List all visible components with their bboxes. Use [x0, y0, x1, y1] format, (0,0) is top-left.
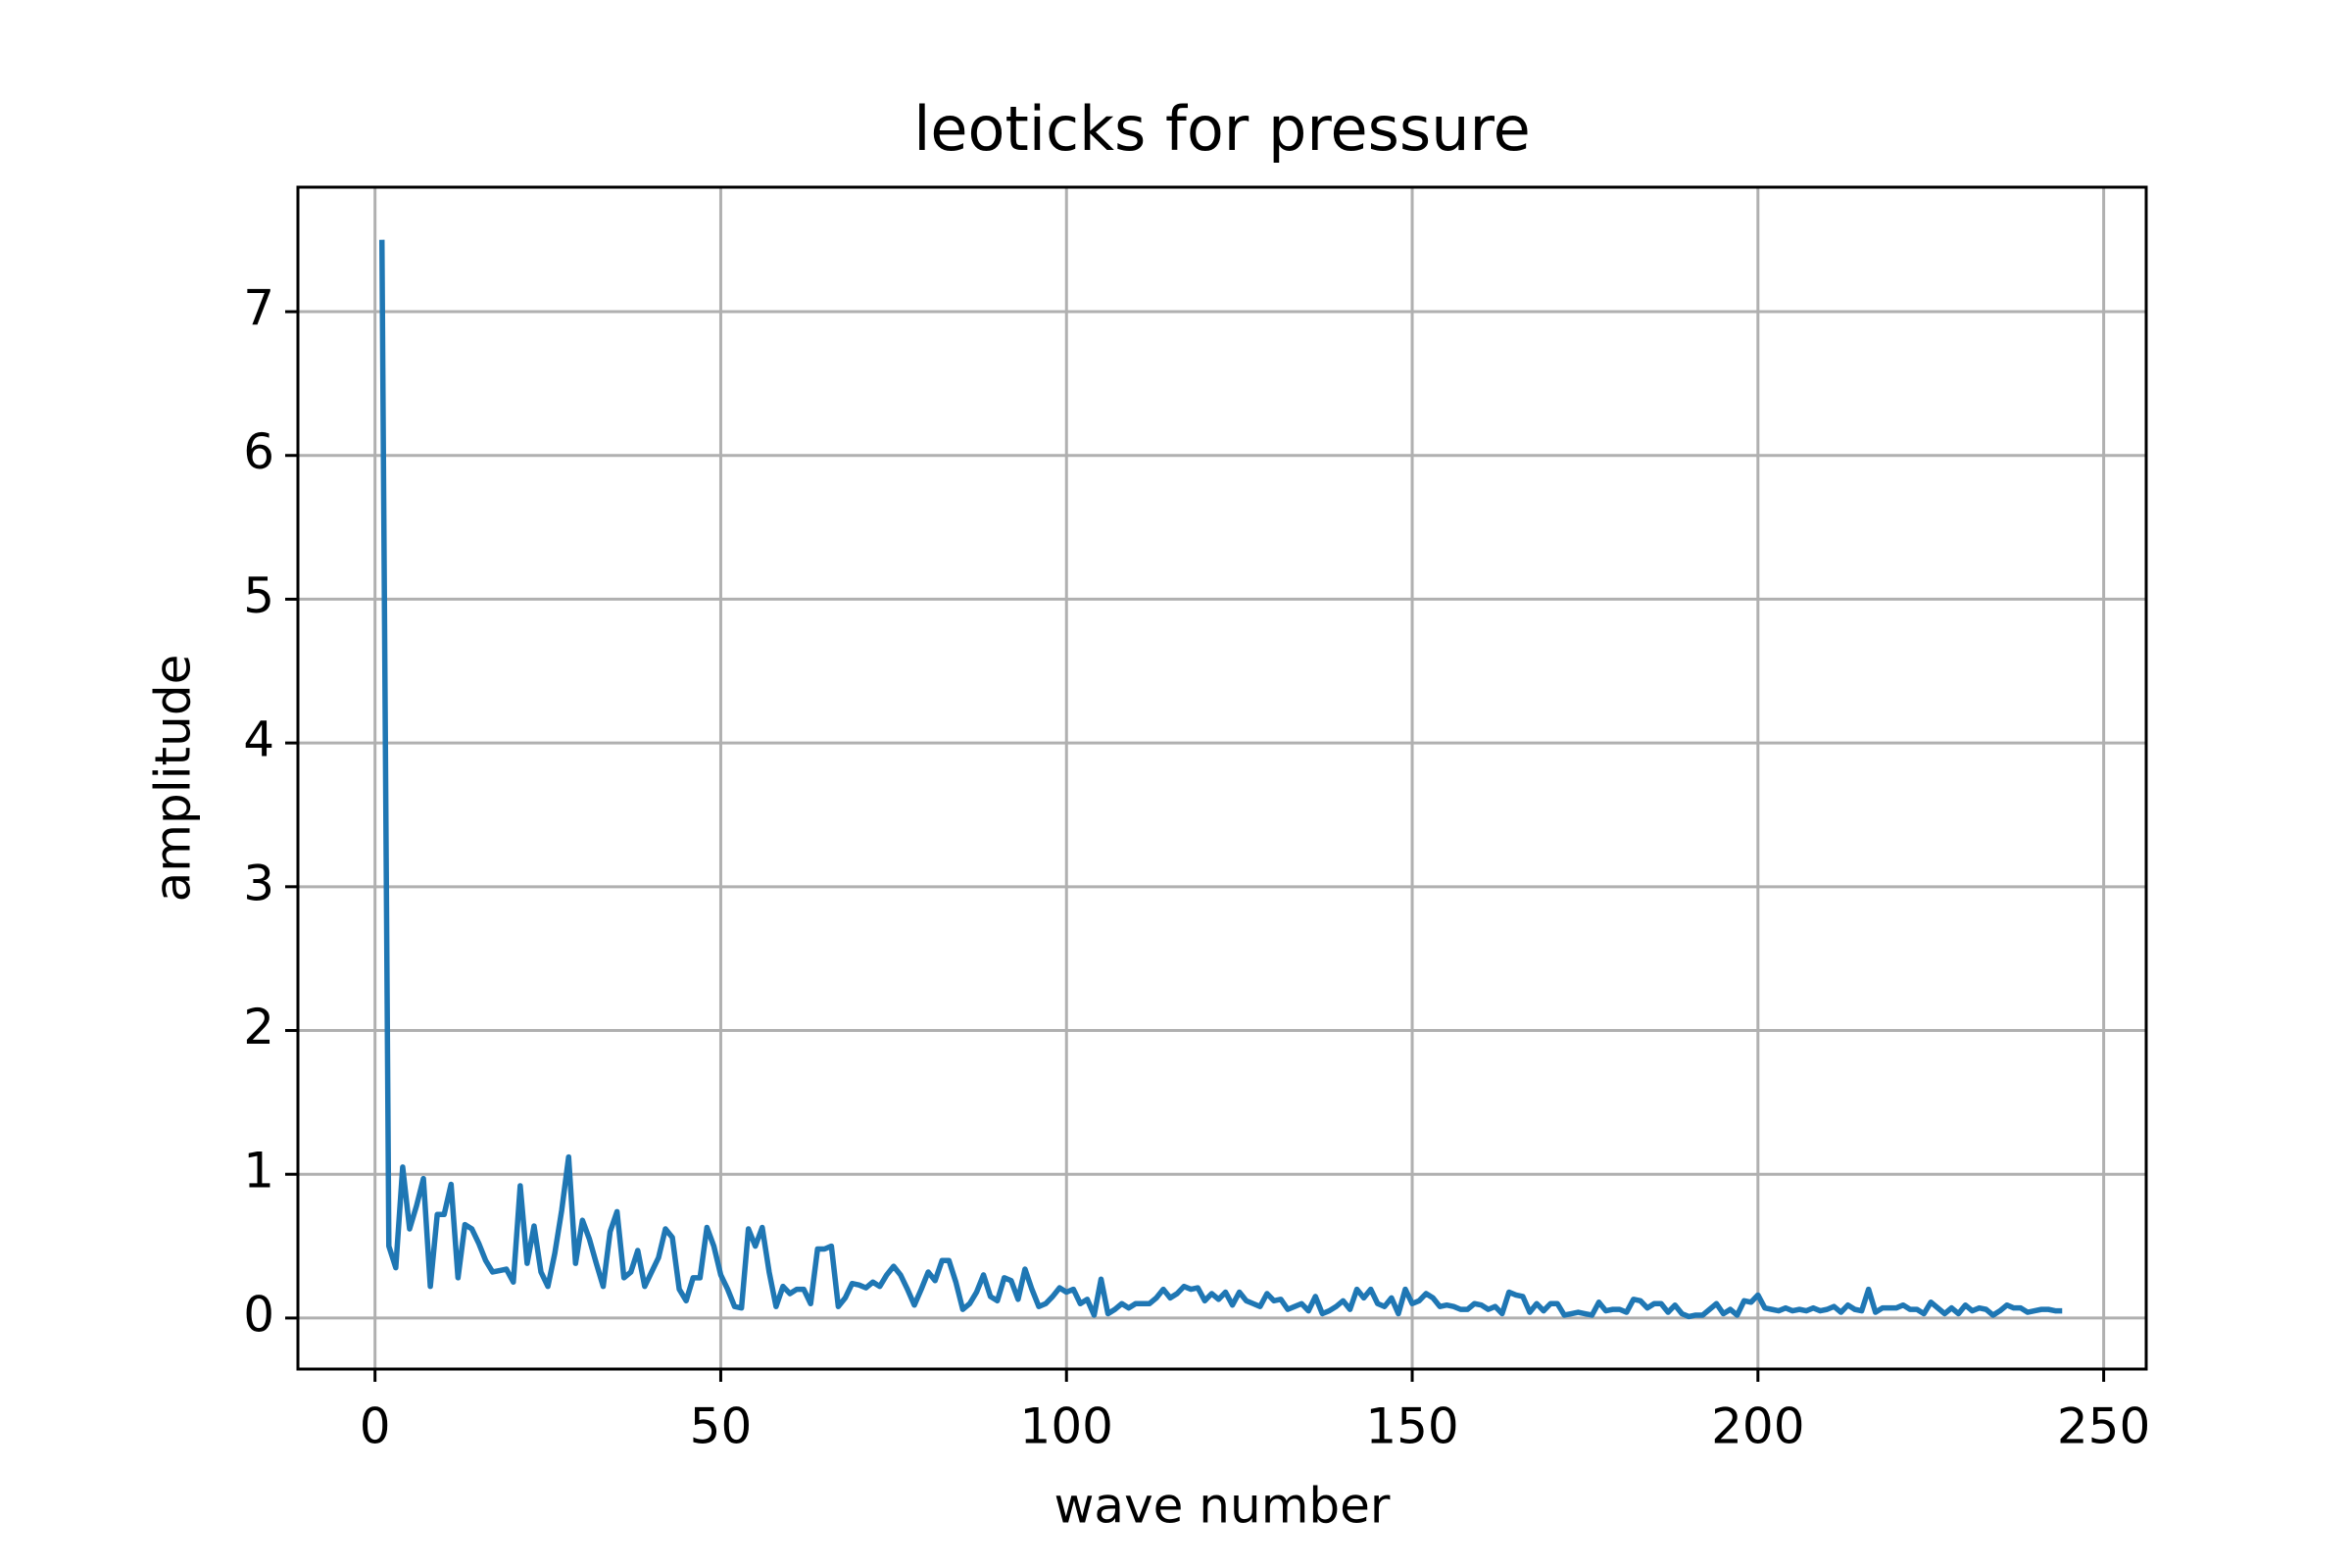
- plot-frame: [296, 185, 2148, 1371]
- y-tick-label: 5: [243, 567, 274, 624]
- y-tick-label: 6: [243, 423, 274, 480]
- chart-title: leoticks for pressure: [913, 93, 1531, 165]
- y-tick-label: 4: [243, 711, 274, 768]
- y-tick-label: 7: [243, 280, 274, 337]
- x-tick-label: 200: [1711, 1398, 1804, 1455]
- y-axis-label: amplitude: [145, 655, 202, 903]
- x-tick-label: 150: [1365, 1398, 1458, 1455]
- y-tick-label: 1: [243, 1143, 274, 1200]
- x-tick-label: 50: [690, 1398, 753, 1455]
- y-tick-label: 3: [243, 855, 274, 911]
- x-axis-label: wave number: [1054, 1478, 1391, 1535]
- y-tick-label: 2: [243, 999, 274, 1055]
- data-line: [378, 239, 2063, 1320]
- x-tick-label: 250: [2057, 1398, 2150, 1455]
- x-tick-label: 100: [1020, 1398, 1113, 1455]
- x-tick-label: 0: [360, 1398, 391, 1455]
- y-tick-label: 0: [243, 1286, 274, 1343]
